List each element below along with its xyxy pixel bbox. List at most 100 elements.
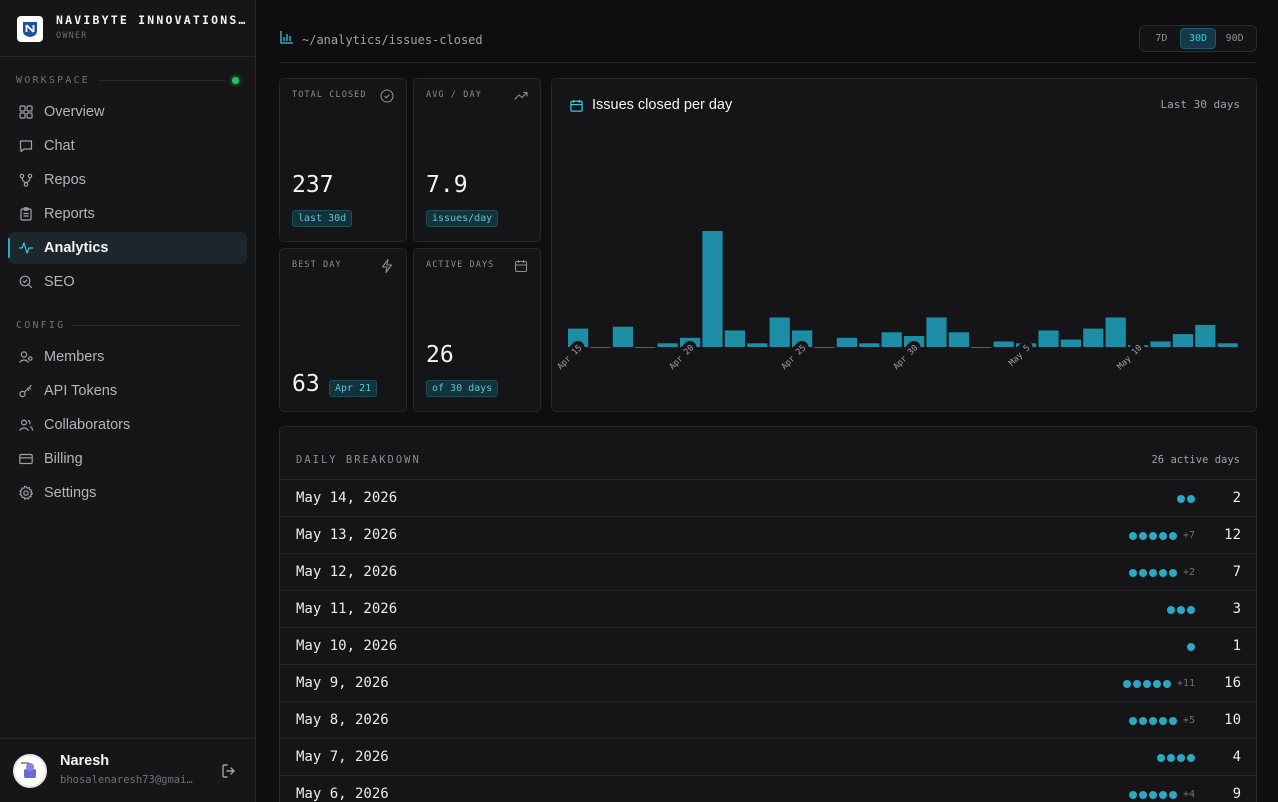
table-row[interactable]: May 7, 2026 4 — [280, 738, 1256, 775]
chart-bar[interactable] — [1038, 330, 1059, 347]
sidebar-item-label: Members — [44, 349, 105, 365]
chart-bar[interactable] — [926, 317, 947, 348]
table-row[interactable]: May 14, 2026 2 — [280, 479, 1256, 517]
chart-bar[interactable] — [747, 343, 768, 347]
sidebar-item-collaborators[interactable]: Collaborators — [8, 409, 247, 441]
chart-bar[interactable] — [1060, 339, 1081, 347]
chart-bar[interactable] — [657, 343, 678, 347]
chart-bar[interactable] — [859, 343, 880, 347]
chart-bar[interactable] — [1217, 343, 1238, 347]
count-dots — [1185, 628, 1195, 665]
row-date: May 10, 2026 — [296, 638, 398, 654]
sidebar-item-label: SEO — [44, 274, 75, 290]
chart-bar[interactable] — [814, 347, 835, 348]
table-row[interactable]: May 6, 2026 +4 9 — [280, 775, 1256, 802]
chart-bar[interactable] — [1105, 317, 1126, 348]
clipboard-icon — [18, 206, 34, 222]
check-circle-icon — [379, 88, 395, 104]
grid-icon — [18, 104, 34, 120]
count-dot — [1122, 679, 1131, 688]
logout-icon[interactable] — [220, 762, 238, 780]
stat-badge: Apr 21 — [329, 380, 378, 397]
chart-bar[interactable] — [948, 332, 969, 347]
table-row[interactable]: May 11, 2026 3 — [280, 590, 1256, 627]
count-dot — [1148, 531, 1157, 540]
count-dot — [1168, 716, 1177, 725]
sidebar-item-repos[interactable]: Repos — [8, 164, 247, 196]
section-divider — [98, 80, 226, 81]
calendar-icon — [569, 98, 584, 118]
count-dot — [1128, 531, 1137, 540]
count-dot — [1187, 753, 1195, 762]
chart-bar[interactable] — [792, 330, 813, 347]
breakdown-title: DAILY BREAKDOWN — [296, 454, 421, 466]
count-dot — [1128, 568, 1137, 577]
table-row[interactable]: May 12, 2026 +2 7 — [280, 553, 1256, 590]
count-dot — [1167, 753, 1175, 762]
chart-bar[interactable] — [612, 326, 633, 347]
row-count: 12 — [1224, 527, 1241, 543]
sidebar-item-chat[interactable]: Chat — [8, 130, 247, 162]
count-dot — [1128, 790, 1137, 799]
sidebar-item-analytics[interactable]: Analytics — [8, 232, 247, 264]
sidebar-item-reports[interactable]: Reports — [8, 198, 247, 230]
table-row[interactable]: May 10, 2026 1 — [280, 627, 1256, 665]
count-dot — [1132, 679, 1141, 688]
row-count: 10 — [1224, 712, 1241, 728]
chart-bar[interactable] — [1150, 341, 1171, 348]
sidebar-item-label: Chat — [44, 138, 75, 154]
gear-icon — [18, 485, 34, 501]
chart-bar[interactable] — [590, 347, 611, 348]
chart-bar[interactable] — [1083, 328, 1104, 347]
count-dot — [1148, 716, 1157, 725]
stat-value: 26 — [426, 342, 454, 368]
extra-count: +4 — [1182, 789, 1195, 800]
workspace-role: OWNER — [56, 31, 88, 41]
sidebar-item-overview[interactable]: Overview — [8, 96, 247, 128]
row-date: May 12, 2026 — [296, 564, 398, 580]
stat-label: AVG / DAY — [426, 90, 482, 100]
user-icon — [18, 349, 34, 365]
chart-title: Issues closed per day — [592, 97, 733, 113]
chart-bar[interactable] — [568, 328, 589, 347]
sidebar-item-label: Analytics — [44, 240, 109, 256]
chart-bar[interactable] — [971, 347, 992, 348]
daily-breakdown: DAILY BREAKDOWN 26 active days May 14, 2… — [279, 426, 1257, 802]
chart-bar[interactable] — [993, 341, 1014, 348]
calendar-icon — [513, 258, 529, 274]
chart-bar[interactable] — [881, 332, 902, 347]
range-7d-button[interactable]: 7D — [1155, 33, 1168, 44]
range-30d-button[interactable]: 30D — [1179, 28, 1217, 49]
count-dots — [1175, 480, 1195, 517]
table-row[interactable]: May 13, 2026 +7 12 — [280, 516, 1256, 553]
chart-bar[interactable] — [769, 317, 790, 348]
count-dot — [1187, 494, 1195, 503]
workspace-name: NAVIBYTE INNOVATIONS… — [56, 13, 248, 27]
sidebar-item-label: Reports — [44, 206, 95, 222]
chart-bar[interactable] — [724, 330, 745, 347]
sidebar-item-label: API Tokens — [44, 383, 118, 399]
chart-bar[interactable] — [1195, 324, 1216, 347]
sidebar-item-label: Collaborators — [44, 417, 131, 433]
chart-bar[interactable] — [1172, 334, 1193, 347]
sidebar-item-members[interactable]: Members — [8, 341, 247, 373]
sidebar-item-settings[interactable]: Settings — [8, 477, 247, 509]
table-row[interactable]: May 9, 2026 +11 16 — [280, 664, 1256, 701]
logo-icon — [17, 16, 43, 42]
stat-card-active-days: ACTIVE DAYS 26 of 30 days — [413, 248, 541, 412]
breakdown-subtitle: 26 active days — [1151, 454, 1240, 466]
workspace-switcher[interactable]: NAVIBYTE INNOVATIONS… OWNER — [0, 0, 255, 57]
chart-bar[interactable] — [702, 231, 723, 347]
count-dot — [1128, 716, 1137, 725]
count-dot — [1168, 790, 1177, 799]
chart-bar[interactable] — [635, 347, 656, 348]
table-row[interactable]: May 8, 2026 +5 10 — [280, 701, 1256, 738]
count-dot — [1158, 568, 1167, 577]
row-count: 16 — [1224, 675, 1241, 691]
avatar[interactable] — [13, 754, 47, 788]
chart-bar[interactable] — [836, 337, 857, 347]
sidebar-item-api-tokens[interactable]: API Tokens — [8, 375, 247, 407]
sidebar-item-billing[interactable]: Billing — [8, 443, 247, 475]
range-90d-button[interactable]: 90D — [1225, 33, 1244, 44]
sidebar-item-seo[interactable]: SEO — [8, 266, 247, 298]
